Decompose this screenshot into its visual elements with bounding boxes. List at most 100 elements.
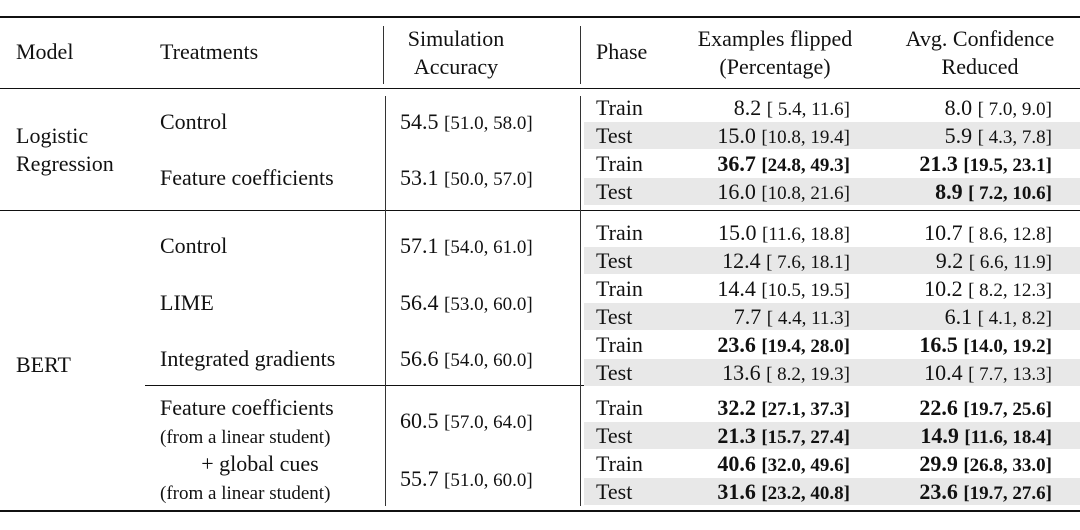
divider-treatment-accuracy	[383, 26, 384, 84]
flipped-value: 14.4	[717, 276, 756, 301]
treatment-bert-feat-sub: (from a linear student)	[160, 427, 331, 448]
acc-bert-ig: 56.6 [54.0, 60.0]	[400, 346, 533, 371]
confidence-ci: [14.0, 19.2]	[963, 336, 1052, 357]
row-phase: Test	[596, 479, 633, 504]
row-flipped: 32.2 [27.1, 37.3]	[675, 395, 850, 423]
confidence-ci: [ 8.2, 12.3]	[968, 280, 1052, 301]
confidence-ci: [19.7, 27.6]	[963, 483, 1052, 504]
acc-bert-feat: 60.5 [57.0, 64.0]	[400, 408, 533, 433]
treatment-lr-feat: Feature coefficients	[160, 165, 334, 190]
row-confidence: 10.7 [ 8.6, 12.8]	[880, 220, 1052, 248]
row-confidence: 5.9 [ 4.3, 7.8]	[880, 123, 1052, 151]
row-flipped: 7.7 [ 4.4, 11.3]	[675, 304, 850, 332]
header-rule	[0, 88, 1080, 89]
group-rule	[0, 210, 1080, 211]
flipped-ci: [10.8, 19.4]	[761, 127, 850, 148]
row-flipped: 36.7 [24.8, 49.3]	[675, 151, 850, 179]
test-row-shade	[584, 303, 1080, 330]
flipped-value: 12.4	[722, 248, 761, 273]
flipped-value: 32.2	[717, 395, 756, 420]
test-row-shade	[584, 359, 1080, 386]
flipped-value: 21.3	[717, 423, 756, 448]
confidence-ci: [ 7.7, 13.3]	[968, 364, 1052, 385]
row-phase: Test	[596, 360, 633, 385]
row-phase: Train	[596, 451, 643, 476]
confidence-value: 10.7	[924, 220, 963, 245]
confidence-value: 22.6	[919, 395, 958, 420]
treatment-bert-global-sub: (from a linear student)	[160, 483, 331, 504]
row-flipped: 15.0 [11.6, 18.8]	[675, 220, 850, 248]
confidence-value: 29.9	[919, 451, 958, 476]
test-row-shade	[584, 178, 1080, 205]
flipped-ci: [27.1, 37.3]	[761, 399, 850, 420]
confidence-value: 6.1	[944, 304, 973, 329]
divider-accuracy-phase-body	[580, 96, 581, 506]
confidence-ci: [ 8.6, 12.8]	[968, 224, 1052, 245]
divider-accuracy-phase	[580, 26, 581, 84]
row-confidence: 8.9 [ 7.2, 10.6]	[880, 179, 1052, 207]
row-phase: Test	[596, 423, 633, 448]
row-flipped: 14.4 [10.5, 19.5]	[675, 276, 850, 304]
row-phase: Test	[596, 248, 633, 273]
row-flipped: 21.3 [15.7, 27.4]	[675, 423, 850, 451]
test-row-shade	[584, 122, 1080, 149]
flipped-ci: [11.6, 18.8]	[762, 224, 850, 245]
row-confidence: 6.1 [ 4.1, 8.2]	[880, 304, 1052, 332]
row-phase: Train	[596, 220, 643, 245]
confidence-value: 21.3	[919, 151, 958, 176]
flipped-value: 36.7	[717, 151, 756, 176]
flipped-ci: [ 4.4, 11.3]	[766, 308, 850, 329]
row-phase: Test	[596, 179, 633, 204]
flipped-value: 13.6	[722, 360, 761, 385]
confidence-value: 16.5	[919, 332, 958, 357]
header-percentage: (Percentage)	[719, 54, 831, 79]
confidence-ci: [26.8, 33.0]	[963, 455, 1052, 476]
confidence-ci: [ 7.2, 10.6]	[968, 183, 1052, 204]
header-reduced: Reduced	[941, 54, 1019, 79]
row-phase: Train	[596, 395, 643, 420]
row-confidence: 21.3 [19.5, 23.1]	[880, 151, 1052, 179]
row-confidence: 14.9 [11.6, 18.4]	[880, 423, 1052, 451]
flipped-ci: [15.7, 27.4]	[761, 427, 850, 448]
flipped-value: 23.6	[717, 332, 756, 357]
confidence-value: 10.2	[924, 276, 963, 301]
confidence-ci: [ 7.0, 9.0]	[977, 99, 1052, 120]
confidence-value: 10.4	[924, 360, 963, 385]
row-confidence: 9.2 [ 6.6, 11.9]	[880, 248, 1052, 276]
acc-lr-feat: 53.1 [50.0, 57.0]	[400, 165, 533, 190]
treatment-lr-control: Control	[160, 109, 228, 134]
flipped-value: 31.6	[717, 479, 756, 504]
treatment-bert-ig: Integrated gradients	[160, 346, 336, 371]
row-phase: Train	[596, 332, 643, 357]
confidence-value: 14.9	[920, 423, 959, 448]
flipped-ci: [ 5.4, 11.6]	[766, 99, 850, 120]
header-confidence: Avg. Confidence	[905, 26, 1055, 51]
row-flipped: 12.4 [ 7.6, 18.1]	[675, 248, 850, 276]
row-flipped: 23.6 [19.4, 28.0]	[675, 332, 850, 360]
header-accuracy: Accuracy	[413, 54, 499, 79]
flipped-value: 8.2	[733, 95, 762, 120]
acc-lr-control: 54.5 [51.0, 58.0]	[400, 109, 533, 134]
bottom-rule	[0, 510, 1080, 512]
treatment-bert-lime: LIME	[160, 290, 214, 315]
confidence-ci: [19.7, 25.6]	[963, 399, 1052, 420]
flipped-value: 15.0	[717, 123, 756, 148]
top-rule	[0, 16, 1080, 18]
flipped-value: 15.0	[718, 220, 757, 245]
confidence-ci: [ 6.6, 11.9]	[968, 252, 1052, 273]
acc-bert-control: 57.1 [54.0, 61.0]	[400, 233, 533, 258]
row-phase: Train	[596, 95, 643, 120]
flipped-ci: [32.0, 49.6]	[761, 455, 850, 476]
test-row-shade	[584, 422, 1080, 449]
group-logistic: Logistic	[16, 123, 89, 148]
row-flipped: 8.2 [ 5.4, 11.6]	[675, 95, 850, 123]
flipped-value: 40.6	[717, 451, 756, 476]
row-flipped: 13.6 [ 8.2, 19.3]	[675, 360, 850, 388]
row-confidence: 8.0 [ 7.0, 9.0]	[880, 95, 1052, 123]
group-bert: BERT	[16, 352, 71, 377]
test-row-shade	[584, 478, 1080, 505]
flipped-ci: [10.5, 19.5]	[761, 280, 850, 301]
acc-bert-global: 55.7 [51.0, 60.0]	[400, 466, 533, 491]
flipped-ci: [ 7.6, 18.1]	[766, 252, 850, 273]
flipped-value: 7.7	[733, 304, 762, 329]
